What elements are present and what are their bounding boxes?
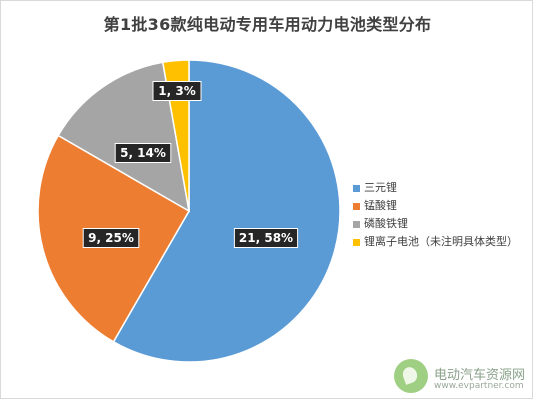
watermark: 电动汽车资源网 www.evpartner.com: [394, 356, 529, 396]
data-label-box: [114, 143, 172, 163]
data-label-text: 5, 14%: [120, 146, 166, 160]
data-label: 5, 14%: [114, 143, 172, 163]
data-label: 1, 3%: [152, 81, 202, 101]
legend-label: 锰酸锂: [364, 199, 397, 212]
watermark-name: 电动汽车资源网: [434, 368, 526, 383]
legend-label: 磷酸铁锂: [364, 217, 408, 230]
chart-title: 第1批36款纯电动专用车用动力电池类型分布: [103, 15, 432, 34]
data-label-box: [82, 228, 140, 248]
data-label: 21, 58%: [233, 228, 299, 248]
data-label: 9, 25%: [82, 228, 140, 248]
legend-item-lithium-iron-phosphate: 磷酸铁锂: [353, 215, 518, 233]
pie-data-labels: 21, 58% 9, 25% 5, 14% 1, 3%: [82, 81, 299, 248]
pie-slices: [37, 59, 341, 363]
data-label-box: [152, 81, 202, 101]
data-label-box: [233, 228, 299, 248]
legend-swatch: [353, 238, 360, 246]
data-label-text: 9, 25%: [88, 231, 134, 245]
legend-item-ternary-lithium: 三元锂: [353, 179, 518, 197]
data-label-text: 1, 3%: [158, 84, 195, 98]
chart-legend: 三元锂 锰酸锂 磷酸铁锂 锂离子电池（未注明具体类型）: [353, 179, 518, 251]
leaf-logo-icon: [394, 359, 428, 393]
legend-label: 三元锂: [364, 181, 397, 194]
legend-label: 锂离子电池（未注明具体类型）: [364, 235, 518, 248]
watermark-url: www.evpartner.com: [434, 381, 524, 391]
data-label-text: 21, 58%: [239, 231, 293, 245]
legend-swatch: [353, 220, 360, 228]
legend-swatch: [353, 184, 360, 192]
legend-item-lithium-manganate: 锰酸锂: [353, 197, 518, 215]
legend-item-lithium-ion-unspecified: 锂离子电池（未注明具体类型）: [353, 233, 518, 251]
pie-slice: [112, 59, 341, 363]
legend-swatch: [353, 202, 360, 210]
